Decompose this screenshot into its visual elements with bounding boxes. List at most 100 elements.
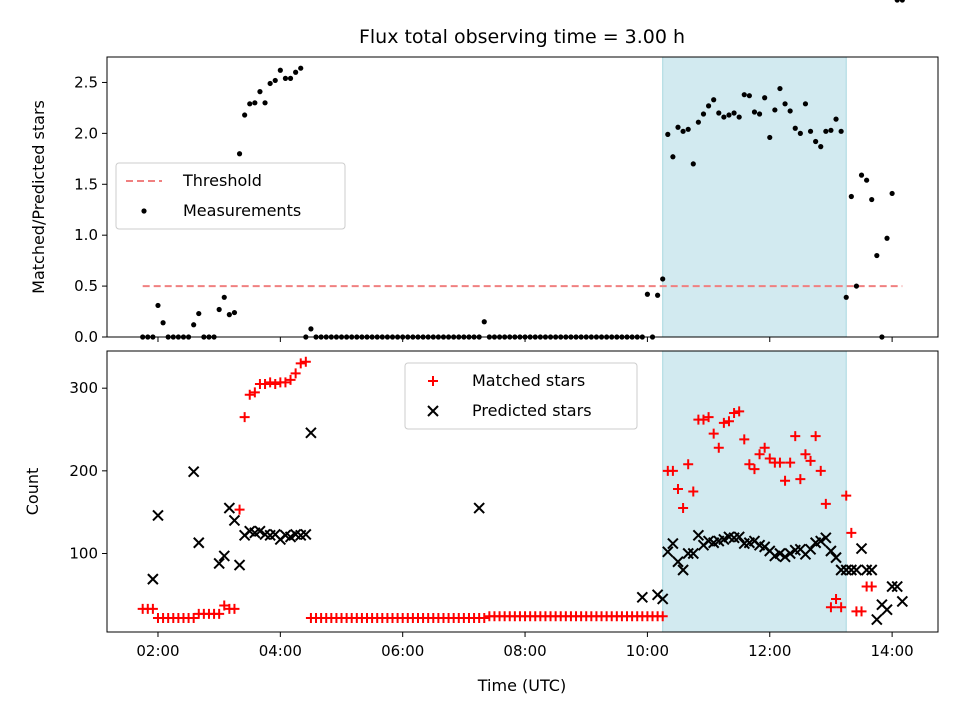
data-point [881, 603, 893, 616]
data-point [239, 412, 250, 423]
legend-entry-label: Measurements [183, 201, 301, 220]
data-point [731, 110, 737, 116]
data-point [216, 306, 222, 313]
data-point [841, 490, 852, 501]
data-point [670, 154, 676, 160]
data-point [300, 356, 311, 367]
data-point [818, 144, 824, 150]
data-point [754, 449, 765, 460]
data-point [869, 196, 875, 203]
data-point [249, 387, 260, 398]
data-point [815, 535, 827, 547]
data-point [282, 75, 289, 81]
x-tick-label: 14:00 [870, 642, 913, 660]
data-point [767, 134, 773, 141]
data-point [772, 107, 778, 113]
data-point [716, 110, 722, 116]
data-point [843, 294, 849, 300]
data-point [252, 100, 258, 106]
data-point [711, 97, 717, 103]
data-point [234, 504, 245, 515]
data-point [733, 531, 745, 543]
data-point [267, 80, 273, 87]
data-point [896, 595, 909, 608]
data-point [802, 101, 809, 107]
data-point [667, 537, 679, 550]
data-point [218, 550, 230, 562]
data-point [473, 502, 485, 514]
data-point [884, 235, 890, 241]
data-point [713, 442, 724, 453]
data-point [777, 85, 783, 92]
x-tick-label: 08:00 [503, 642, 546, 660]
data-point [187, 465, 200, 478]
data-point [810, 431, 821, 442]
data-point [280, 377, 291, 388]
data-point [866, 564, 878, 576]
data-point [820, 498, 831, 509]
panel-2: 100 200 300 02:00 04:00 06:00 08:00 10:00 12:00 1… [23, 351, 939, 660]
data-point [672, 556, 684, 568]
data-point [804, 543, 817, 556]
data-point [221, 294, 227, 300]
data-point [846, 527, 857, 538]
data-point [855, 542, 868, 555]
legend-marker [427, 405, 439, 417]
chart-title: Flux total observing time = 3.00 h [359, 26, 685, 48]
data-point [825, 545, 837, 557]
data-point [800, 449, 811, 460]
data-point [667, 465, 678, 476]
plot-frame [106, 56, 939, 338]
data-point [293, 69, 299, 75]
y-tick-label: 300 [69, 379, 98, 397]
data-point [746, 93, 752, 99]
y-axis-label: Matched/Predicted stars [29, 100, 48, 294]
data-point [147, 603, 158, 614]
data-point [223, 502, 236, 514]
data-point [479, 612, 490, 623]
data-point [300, 528, 312, 541]
legend-entry-label: Threshold [182, 171, 262, 190]
data-point [835, 564, 847, 576]
data-point [228, 514, 241, 527]
data-point [656, 593, 669, 605]
data-point [726, 112, 732, 118]
data-point [751, 109, 758, 115]
legend: Matched stars Predicted stars [404, 362, 638, 430]
data-point [688, 486, 699, 497]
data-point [662, 546, 674, 558]
data-point [680, 128, 686, 134]
y-tick-label: 1.5 [74, 175, 98, 193]
panel-1: 0.0 0.5 1.0 1.5 2.0 2.5 Matched/Predicted star… [29, 0, 939, 346]
legend-box [115, 162, 346, 230]
data-point [744, 459, 755, 470]
y-tick-label: 100 [69, 544, 98, 562]
data-point [828, 127, 834, 133]
data-point [864, 177, 870, 183]
data-point [247, 101, 253, 107]
data-point [729, 407, 740, 418]
data-point [270, 379, 281, 390]
y-tick-label: 0.0 [74, 328, 98, 346]
data-point [229, 603, 240, 614]
legend-entry-label: Predicted stars [472, 401, 592, 420]
data-point [856, 606, 867, 617]
data-point [807, 128, 814, 134]
data-point [721, 114, 727, 120]
data-point [214, 608, 225, 619]
data-point [780, 475, 791, 486]
data-point [790, 431, 801, 442]
data-point [823, 128, 829, 134]
data-point [698, 414, 709, 425]
data-point [700, 111, 707, 117]
data-point [874, 252, 880, 259]
y-axis-label: Count [23, 468, 42, 516]
data-point [774, 547, 786, 560]
data-point [820, 532, 832, 544]
data-point [825, 602, 836, 613]
data-point [260, 379, 271, 390]
y-tick-label: 2.0 [74, 124, 98, 142]
data-point [815, 465, 826, 476]
data-point [831, 593, 842, 604]
data-point [858, 172, 865, 178]
